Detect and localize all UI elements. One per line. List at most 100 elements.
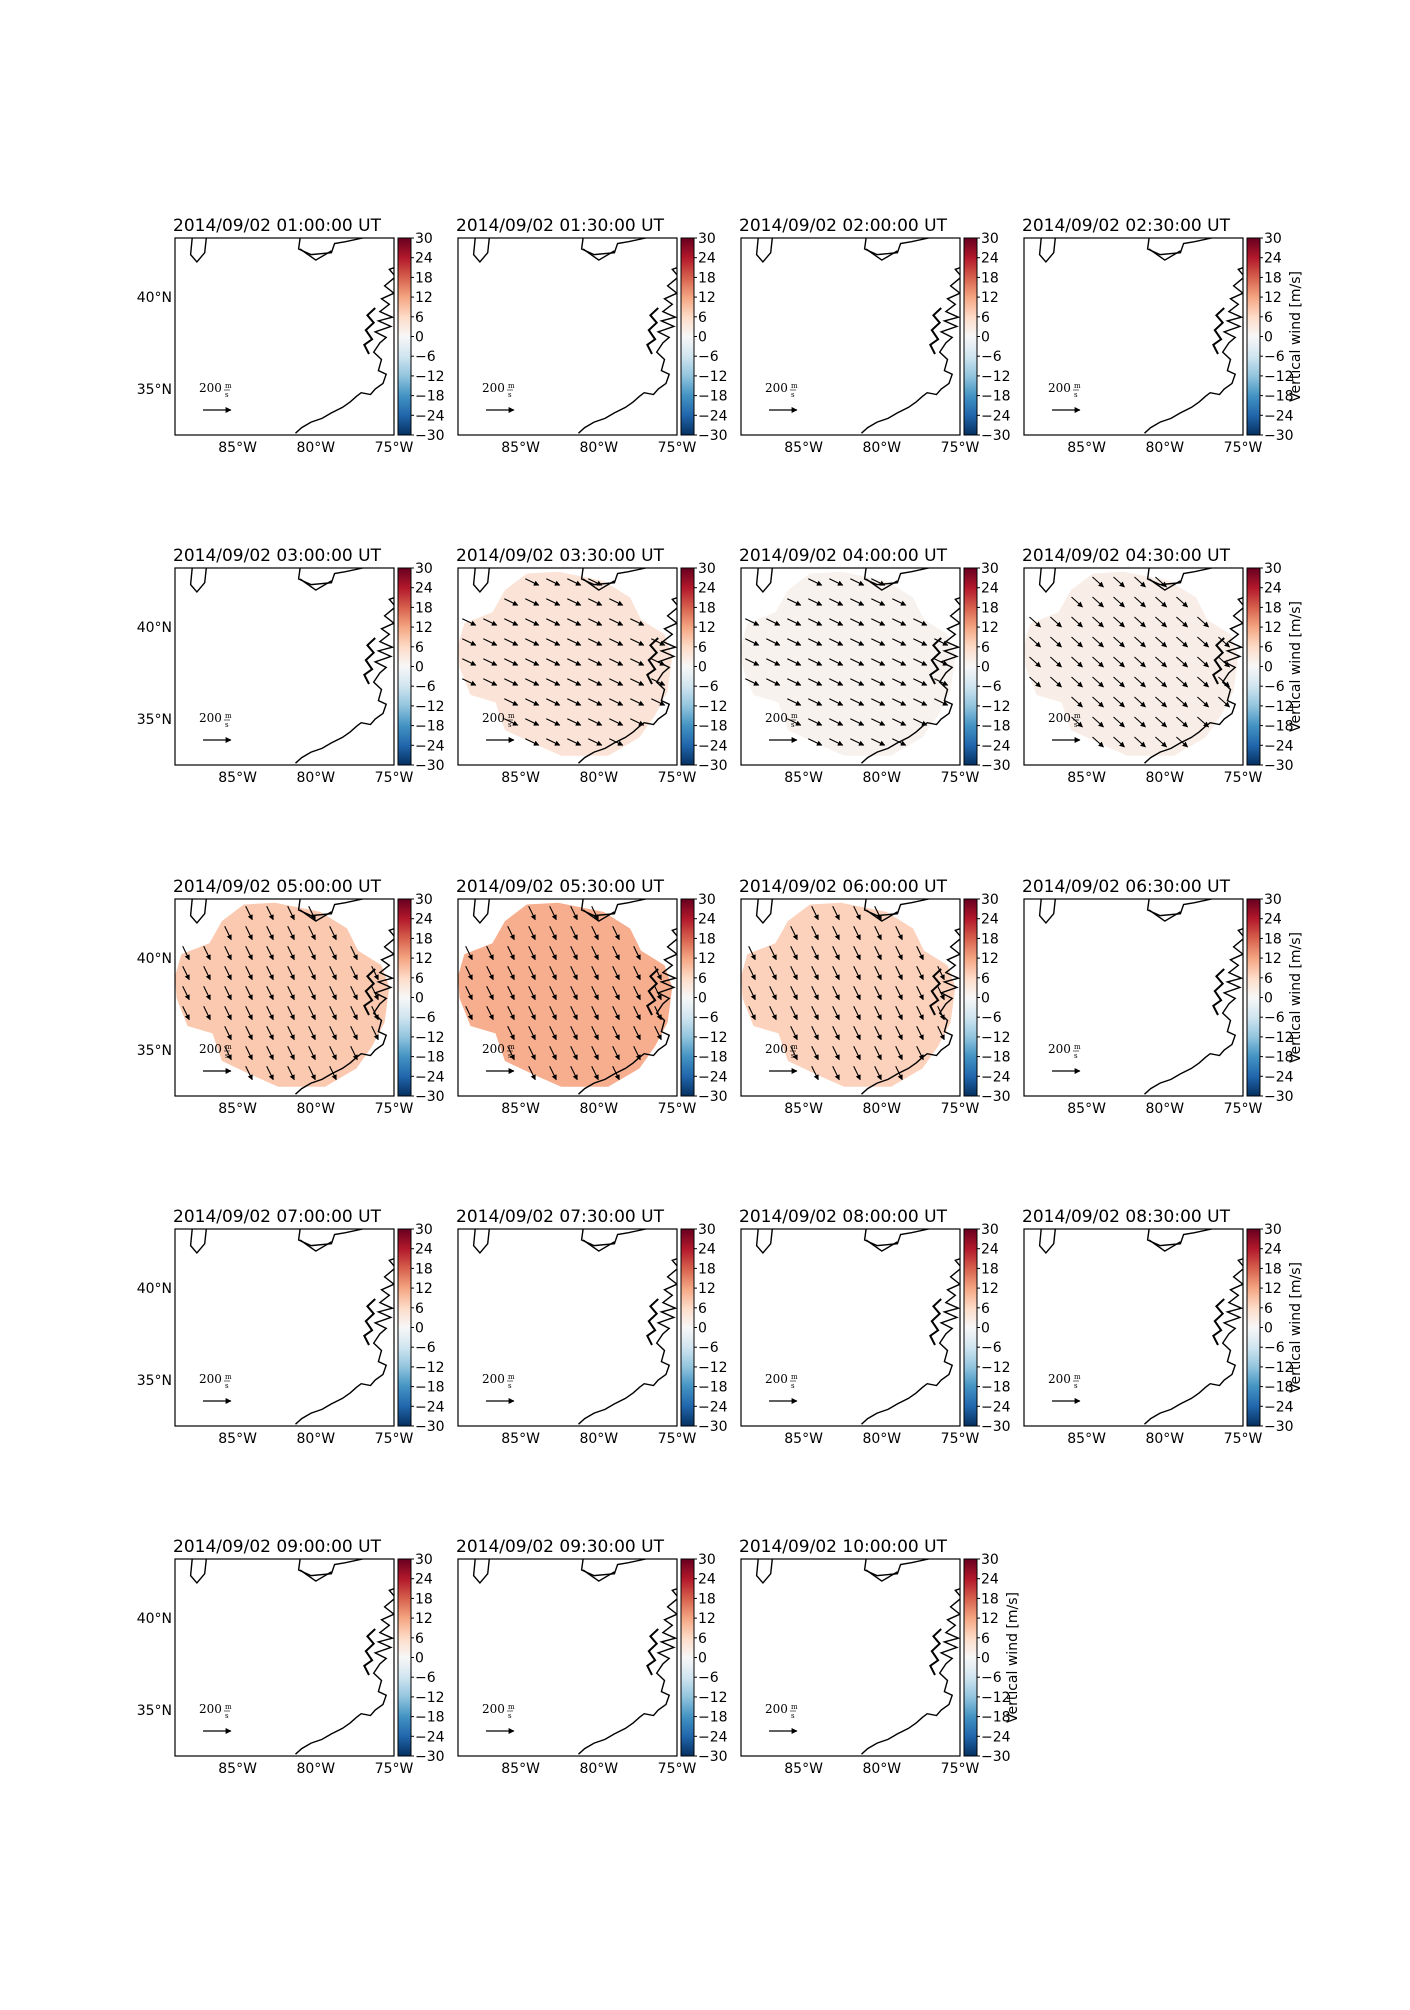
wind-vector bbox=[871, 658, 886, 666]
colorbar-tick-label: −12 bbox=[981, 369, 1011, 385]
colorbar-tick-label: 18 bbox=[1264, 931, 1282, 947]
colorbar-label: Vertical wind [m/s] bbox=[1288, 932, 1304, 1063]
y-tick-label: 40°N bbox=[137, 1611, 172, 1627]
quiver-key-value: 200 bbox=[199, 1702, 222, 1716]
colorbar-tick-label: −24 bbox=[415, 1069, 445, 1085]
wind-vector bbox=[1155, 696, 1168, 708]
colorbar-tick-label: 30 bbox=[981, 1222, 999, 1238]
wind-vector bbox=[504, 678, 519, 686]
wind-vector bbox=[528, 986, 536, 1001]
map-background bbox=[175, 568, 394, 765]
colorbar-tick-label: 24 bbox=[1264, 1242, 1282, 1258]
colorbar bbox=[963, 567, 978, 766]
lake-erie-shoreline bbox=[1146, 1229, 1212, 1247]
colorbar-tick-label: −24 bbox=[698, 1399, 728, 1415]
map-content bbox=[175, 899, 394, 1096]
wind-vector bbox=[609, 718, 624, 726]
wind-vector bbox=[787, 698, 802, 706]
wind-vector bbox=[308, 1046, 316, 1061]
x-tick-label: 75°W bbox=[941, 1431, 980, 1447]
lake-erie-shoreline bbox=[580, 1229, 646, 1247]
map-content bbox=[1024, 1229, 1243, 1426]
panel-title: 2014/09/02 09:30:00 UT bbox=[456, 1537, 665, 1557]
x-tick-label: 80°W bbox=[862, 440, 901, 456]
wind-vector bbox=[546, 718, 561, 726]
wind-vector bbox=[1113, 696, 1125, 708]
colorbar-tick-label: 0 bbox=[698, 330, 707, 346]
colorbar-tick-label: −6 bbox=[1264, 349, 1285, 365]
quiver-key-unit-denominator: s bbox=[225, 1052, 229, 1060]
chesapeake-bay bbox=[646, 637, 659, 685]
panel-title: 2014/09/02 01:00:00 UT bbox=[173, 216, 382, 236]
wind-vector bbox=[570, 906, 578, 921]
wind-vector bbox=[245, 1006, 253, 1021]
map-panel: 2014/09/02 09:30:00 UT 200 ms 85°W 80°W 75°W 3… bbox=[456, 1537, 728, 1777]
map-background bbox=[1024, 238, 1243, 435]
map-background bbox=[458, 1229, 677, 1426]
colorbar-tick-label: −12 bbox=[1264, 1360, 1294, 1376]
lake-erie-shoreline bbox=[863, 238, 929, 256]
map-content bbox=[1024, 238, 1243, 435]
map-frame bbox=[740, 237, 961, 436]
colorbar-tick-label: 6 bbox=[1264, 1301, 1273, 1317]
chesapeake-bay bbox=[363, 1298, 376, 1346]
wind-vector bbox=[1029, 676, 1042, 688]
wind-vector bbox=[829, 598, 844, 606]
colorbar bbox=[963, 898, 978, 1097]
quiver-key-unit-numerator: m bbox=[225, 1703, 232, 1711]
wind-vector bbox=[486, 986, 494, 1001]
colorbar-tick-label: −24 bbox=[415, 738, 445, 754]
x-tick-label: 80°W bbox=[1145, 440, 1184, 456]
wind-vector bbox=[591, 926, 599, 941]
wind-vector bbox=[245, 966, 253, 981]
chesapeake-bay bbox=[646, 968, 659, 1016]
wind-vector bbox=[651, 698, 666, 706]
quiver-key-value: 200 bbox=[199, 1372, 222, 1386]
colorbar bbox=[680, 237, 695, 436]
lake-erie-shoreline bbox=[1146, 568, 1212, 586]
colorbar-tick-label: 0 bbox=[981, 1651, 990, 1667]
wind-vector bbox=[871, 698, 886, 706]
colorbar-tick-label: 18 bbox=[698, 1261, 716, 1277]
map-panel: 2014/09/02 02:30:00 UT 200 ms 85°W 80°W 75°W 3… bbox=[1022, 216, 1304, 456]
chesapeake-bay bbox=[646, 1298, 659, 1346]
chesapeake-bay bbox=[929, 1628, 942, 1676]
chesapeake-bay bbox=[363, 637, 376, 685]
quiver-key-value: 200 bbox=[1048, 381, 1071, 395]
wind-vector bbox=[748, 966, 756, 981]
lake-erie-south-shore bbox=[299, 909, 332, 922]
colorbar bbox=[680, 898, 695, 1097]
wind-vector bbox=[895, 986, 903, 1001]
wind-vector bbox=[549, 946, 557, 961]
wind-vector bbox=[871, 678, 886, 686]
colorbar-tick-label: 24 bbox=[698, 1242, 716, 1258]
colorbar-tick-label: −30 bbox=[1264, 758, 1294, 774]
quiver-key-unit-denominator: s bbox=[791, 721, 795, 729]
wind-vector bbox=[224, 986, 232, 1001]
wind-vector bbox=[546, 698, 561, 706]
wind-vector bbox=[633, 986, 641, 1001]
wind-vector bbox=[588, 658, 603, 666]
wind-vector bbox=[766, 658, 781, 666]
wind-vector bbox=[224, 1006, 232, 1021]
quiver-key-value: 200 bbox=[765, 381, 788, 395]
colorbar-tick-label: −6 bbox=[698, 1340, 719, 1356]
panel-title: 2014/09/02 07:30:00 UT bbox=[456, 1207, 665, 1227]
colorbar-tick-label: 30 bbox=[698, 892, 716, 908]
wind-field bbox=[458, 571, 673, 756]
quiver-key-value: 200 bbox=[482, 1042, 505, 1056]
wind-vector bbox=[287, 1006, 295, 1021]
colorbar-tick-label: 0 bbox=[698, 660, 707, 676]
lake-erie-south-shore bbox=[582, 1239, 615, 1252]
x-tick-label: 85°W bbox=[218, 1761, 257, 1777]
quiver-key-unit-denominator: s bbox=[1074, 1382, 1078, 1390]
panel-title: 2014/09/02 05:00:00 UT bbox=[173, 877, 382, 897]
wind-vector bbox=[287, 966, 295, 981]
quiver-key-unit-numerator: m bbox=[225, 712, 232, 720]
wind-vector bbox=[609, 698, 624, 706]
wind-vector bbox=[1218, 676, 1231, 688]
colorbar-tick-label: −30 bbox=[698, 428, 728, 444]
colorbar bbox=[963, 1558, 978, 1757]
y-tick-label: 40°N bbox=[137, 951, 172, 967]
wind-vector bbox=[874, 1066, 882, 1081]
